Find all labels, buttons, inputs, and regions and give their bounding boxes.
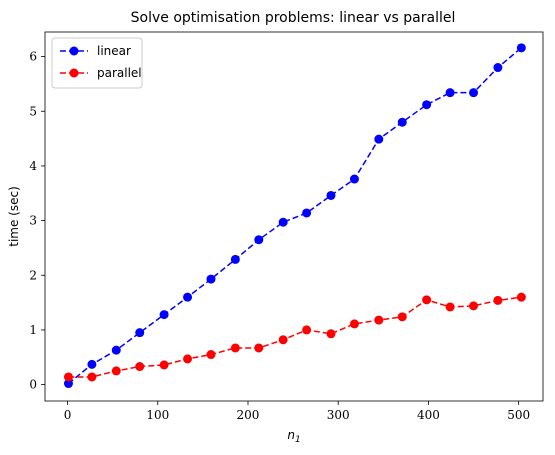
data-point-linear [493, 63, 503, 73]
data-point-parallel [374, 315, 384, 325]
data-point-linear [374, 134, 384, 144]
data-point-parallel [326, 329, 336, 339]
y-axis-ticks: 0 1 2 3 4 5 6 [29, 50, 45, 392]
plot-area [63, 43, 526, 389]
data-point-parallel [230, 343, 240, 353]
data-point-parallel [445, 302, 455, 312]
data-point-linear [326, 190, 336, 200]
data-point-linear [183, 292, 193, 302]
x-axis-ticks: 0 100 200 300 400 500 [64, 401, 530, 422]
x-axis-label-subscript: 1 [295, 435, 301, 445]
data-point-parallel [87, 372, 97, 382]
data-point-parallel [349, 319, 359, 329]
data-point-parallel [159, 360, 169, 370]
data-point-linear [302, 208, 312, 218]
data-point-linear [254, 235, 264, 245]
x-tick-label: 100 [146, 408, 169, 422]
data-point-parallel [63, 372, 73, 382]
data-point-parallel [111, 366, 121, 376]
data-point-linear [278, 217, 288, 227]
y-axis-label: time (sec) [7, 186, 21, 247]
data-point-parallel [206, 350, 216, 360]
data-point-linear [516, 43, 526, 53]
legend: linear parallel [51, 37, 143, 89]
y-tick-label: 4 [29, 159, 37, 173]
series-parallel [63, 292, 526, 382]
data-point-parallel [422, 295, 432, 305]
data-point-parallel [278, 335, 288, 345]
data-point-linear [230, 254, 240, 264]
x-tick-label: 400 [417, 408, 440, 422]
data-point-linear [159, 310, 169, 320]
x-axis-label: n1 [287, 428, 300, 445]
legend-marker-parallel [69, 68, 79, 78]
data-point-linear [397, 117, 407, 127]
y-tick-label: 6 [29, 50, 37, 64]
data-point-linear [135, 328, 145, 338]
x-tick-label: 0 [64, 408, 72, 422]
x-tick-label: 200 [237, 408, 260, 422]
x-tick-label: 300 [327, 408, 350, 422]
data-point-parallel [469, 301, 479, 311]
y-tick-label: 2 [29, 268, 37, 282]
data-point-parallel [183, 354, 193, 364]
chart-title: Solve optimisation problems: linear vs p… [131, 10, 456, 26]
data-point-parallel [516, 292, 526, 302]
data-point-parallel [397, 312, 407, 322]
data-point-parallel [135, 362, 145, 372]
series-linear [63, 43, 526, 389]
y-tick-label: 5 [29, 104, 37, 118]
legend-marker-linear [69, 46, 79, 56]
data-point-linear [111, 345, 121, 355]
data-point-parallel [254, 343, 264, 353]
data-point-parallel [302, 325, 312, 335]
legend-label-linear: linear [97, 44, 131, 58]
x-tick-label: 500 [507, 408, 530, 422]
data-point-linear [422, 100, 432, 110]
y-tick-label: 0 [29, 378, 37, 392]
data-point-parallel [493, 295, 503, 305]
y-tick-label: 1 [29, 323, 37, 337]
legend-label-parallel: parallel [97, 66, 142, 80]
data-point-linear [349, 174, 359, 184]
data-point-linear [63, 379, 73, 389]
data-point-linear [469, 88, 479, 98]
x-axis-label-main: n [287, 428, 295, 442]
data-point-linear [445, 88, 455, 98]
plot-frame [44, 31, 544, 402]
y-tick-label: 3 [29, 214, 37, 228]
data-point-linear [87, 359, 97, 369]
data-point-linear [206, 274, 216, 284]
